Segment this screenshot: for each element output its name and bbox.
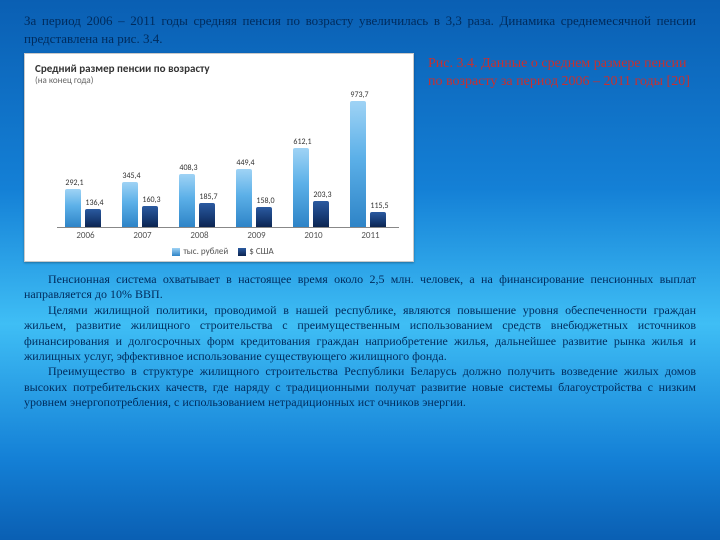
bar-rubles [293, 148, 309, 228]
chart-title: Средний размер пенсии по возрасту [35, 62, 403, 75]
chart-subtitle: (на конец года) [35, 75, 403, 86]
bar-usd [85, 209, 101, 227]
value-label-usd: 158,0 [246, 196, 286, 206]
legend-label-a: тыс. рублей [183, 246, 228, 257]
figure-caption: Рис. 3.4. Данные о среднем размере пенси… [428, 53, 696, 262]
x-axis-label: 2009 [232, 230, 282, 241]
legend-swatch-a [172, 248, 180, 256]
x-axis-label: 2008 [175, 230, 225, 241]
x-axis-label: 2006 [61, 230, 111, 241]
value-label-rubles: 973,7 [340, 90, 380, 100]
value-label-rubles: 612,1 [283, 137, 323, 147]
value-label-rubles: 449,4 [226, 158, 266, 168]
x-axis-label: 2007 [118, 230, 168, 241]
bar-usd [313, 201, 329, 227]
value-label-rubles: 345,4 [112, 171, 152, 181]
value-label-usd: 115,5 [360, 201, 400, 211]
top-row: Средний размер пенсии по возрасту (на ко… [24, 53, 696, 262]
x-axis-label: 2011 [346, 230, 396, 241]
value-label-rubles: 292,1 [55, 178, 95, 188]
value-label-usd: 185,7 [189, 192, 229, 202]
lede-text: За период 2006 – 2011 годы средняя пенси… [24, 12, 696, 47]
pension-chart-card: Средний размер пенсии по возрасту (на ко… [24, 53, 414, 262]
value-label-rubles: 408,3 [169, 163, 209, 173]
chart-legend: тыс. рублей $ США [35, 246, 403, 257]
bar-usd [199, 203, 215, 227]
paragraph-1: Пенсионная система охватывает в настояще… [24, 272, 696, 303]
legend-label-b: $ США [249, 246, 273, 257]
paragraph-2: Целями жилищной политики, проводимой в н… [24, 303, 696, 364]
paragraph-3: Преимущество в структуре жилищного строи… [24, 364, 696, 410]
body-text: Пенсионная система охватывает в настояще… [24, 272, 696, 410]
value-label-usd: 136,4 [75, 198, 115, 208]
bar-usd [370, 212, 386, 227]
value-label-usd: 203,3 [303, 190, 343, 200]
value-label-usd: 160,3 [132, 195, 172, 205]
x-axis-label: 2010 [289, 230, 339, 241]
chart-plot: 292,1 136,4 2006 345,4 160,3 2007 408,3 185,7 20… [35, 92, 403, 242]
bar-usd [142, 206, 158, 227]
legend-swatch-b [238, 248, 246, 256]
bar-usd [256, 207, 272, 228]
bars-area: 292,1136,42006345,4160,32007408,3185,720… [57, 96, 399, 228]
